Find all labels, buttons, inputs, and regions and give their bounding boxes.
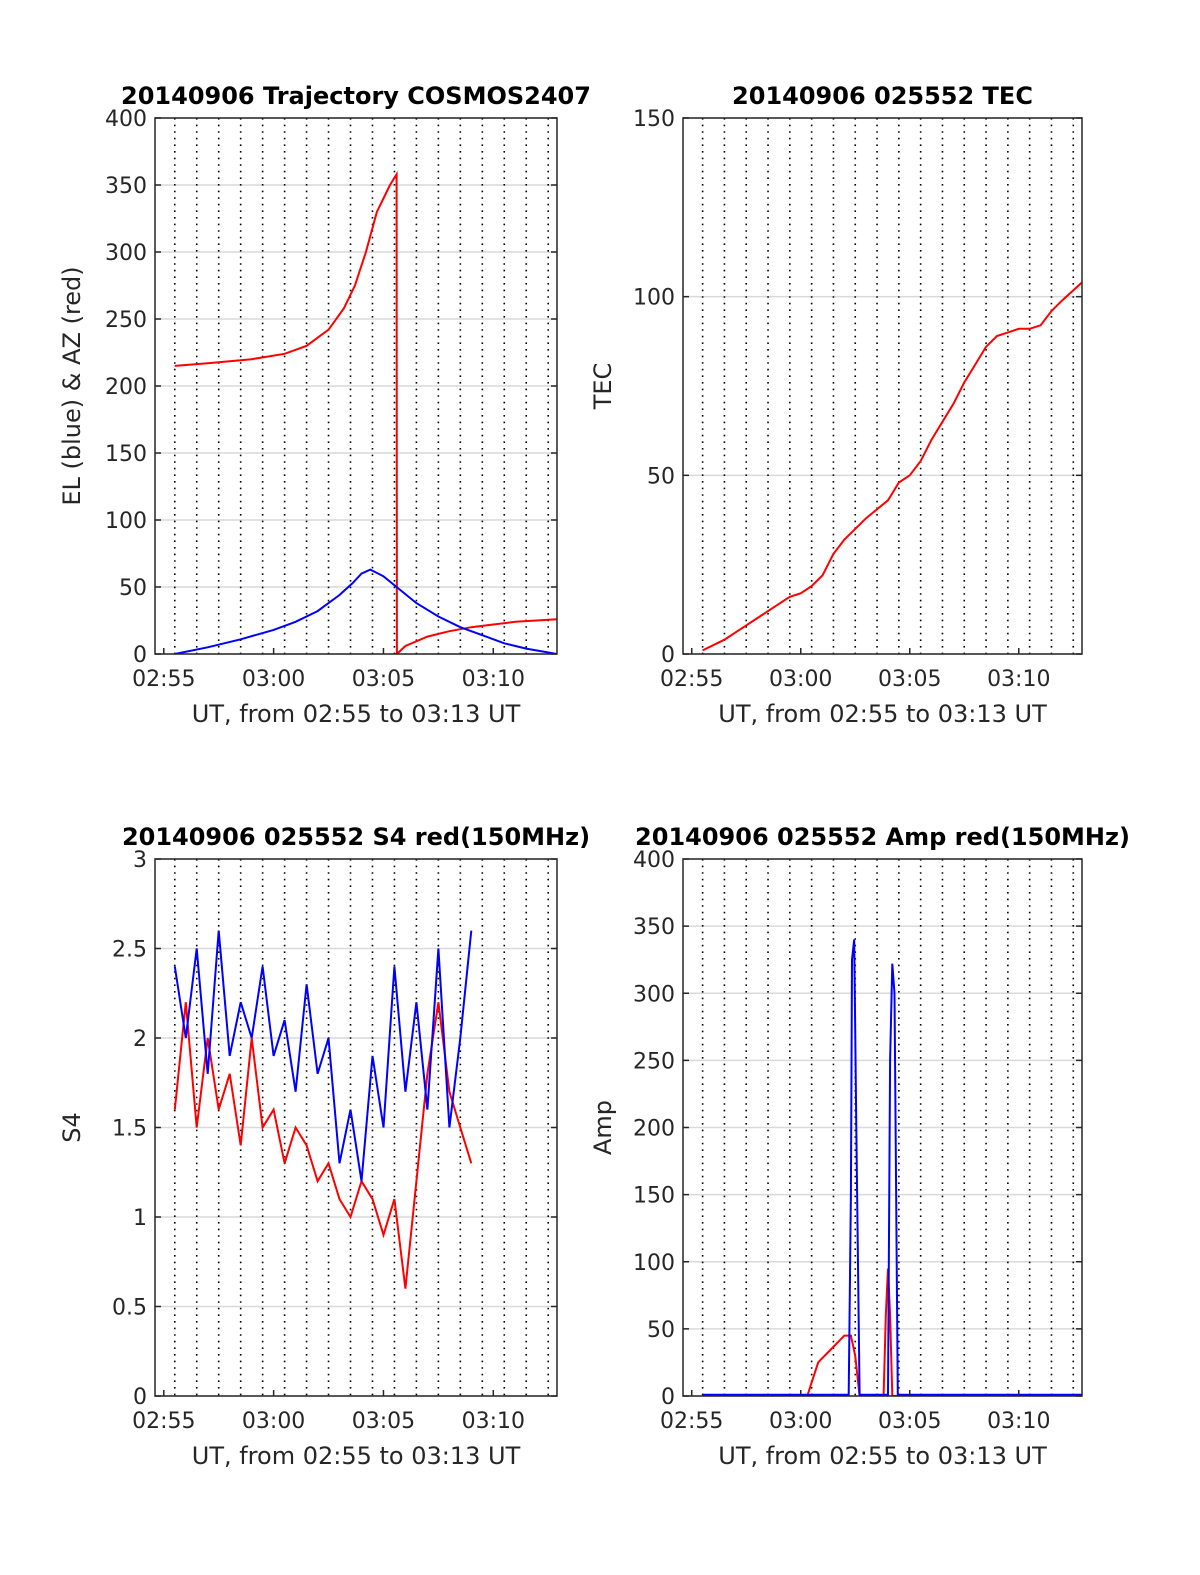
series-line-red	[702, 281, 1082, 652]
y-axis-label: EL (blue) & AZ (red)	[58, 266, 86, 505]
chart-panel-3: 0 0.5 1 1.5 2 2.5 3 02:55 03:00 03:05 03:10 2014090…	[58, 823, 590, 1470]
x-tick-label: 03:05	[352, 1409, 415, 1434]
chart-title: 20140906 Trajectory COSMOS2407	[121, 82, 591, 110]
series-line-red	[173, 1002, 473, 1289]
y-tick-label: 1.5	[112, 1117, 147, 1142]
x-tick-label: 03:10	[987, 667, 1050, 692]
y-tick-label: 150	[633, 107, 675, 132]
x-tick-label: 03:00	[242, 667, 305, 692]
series-line-blue	[702, 939, 1082, 1396]
y-tick-label: 300	[105, 241, 147, 266]
axes-box	[682, 117, 1083, 655]
x-tick-label: 03:00	[242, 1409, 305, 1434]
series-line-blue	[174, 568, 557, 654]
y-tick-label: 0	[133, 1385, 147, 1410]
y-tick-label: 50	[119, 576, 147, 601]
y-tick-label: 50	[647, 464, 675, 489]
y-tick-label: 350	[105, 174, 147, 199]
x-tick-label: 02:55	[660, 667, 723, 692]
y-axis-label: TEC	[589, 363, 617, 411]
x-axis-label: UT, from 02:55 to 03:13 UT	[718, 1442, 1047, 1470]
y-tick-label: 150	[105, 442, 147, 467]
y-tick-label: 1	[133, 1206, 147, 1231]
y-tick-label: 350	[633, 915, 675, 940]
y-tick-label: 400	[633, 848, 675, 873]
y-tick-label: 100	[105, 509, 147, 534]
y-tick-label: 3	[133, 848, 147, 873]
y-tick-label: 300	[633, 982, 675, 1007]
y-tick-label: 400	[105, 107, 147, 132]
y-tick-label: 2	[133, 1027, 147, 1052]
x-axis-label: UT, from 02:55 to 03:13 UT	[192, 1442, 521, 1470]
x-tick-label: 03:05	[878, 667, 941, 692]
x-axis-label: UT, from 02:55 to 03:13 UT	[718, 700, 1047, 728]
x-axis-label: UT, from 02:55 to 03:13 UT	[192, 700, 521, 728]
chart-panel-1: 0 50 100 150 200 250 300 350 400 02:55 03:00 03:05 0…	[58, 82, 591, 728]
y-tick-label: 0	[133, 643, 147, 668]
x-tick-label: 03:00	[769, 667, 832, 692]
y-tick-label: 0	[661, 1385, 675, 1410]
y-tick-label: 2.5	[112, 938, 147, 963]
chart-title: 20140906 025552 Amp red(150MHz)	[635, 823, 1130, 851]
y-tick-label: 200	[105, 375, 147, 400]
y-tick-label: 100	[633, 286, 675, 311]
chart-panel-4: 0 50 100 150 200 250 300 350 400 02:55 03:00 03:05 0…	[589, 823, 1130, 1470]
y-tick-label: 0.5	[112, 1296, 147, 1321]
y-tick-label: 250	[633, 1049, 675, 1074]
chart-panel-2: 0 50 100 150 02:55 03:00 03:05 03:10 20140906 02…	[589, 82, 1083, 728]
x-tick-label: 03:10	[987, 1409, 1050, 1434]
x-tick-label: 03:00	[769, 1409, 832, 1434]
x-tick-label: 03:05	[878, 1409, 941, 1434]
y-tick-label: 200	[633, 1117, 675, 1142]
x-tick-label: 02:55	[132, 1409, 195, 1434]
x-tick-label: 03:10	[462, 667, 525, 692]
y-tick-label: 100	[633, 1251, 675, 1276]
x-tick-label: 02:55	[132, 667, 195, 692]
y-tick-label: 50	[647, 1318, 675, 1343]
y-tick-label: 150	[633, 1184, 675, 1209]
x-tick-label: 03:05	[352, 667, 415, 692]
y-tick-label: 0	[661, 643, 675, 668]
series-line-blue	[173, 930, 473, 1182]
series-line-red	[702, 1268, 1082, 1396]
y-axis-label: Amp	[589, 1100, 617, 1155]
x-tick-label: 03:10	[462, 1409, 525, 1434]
chart-title: 20140906 025552 TEC	[732, 82, 1033, 110]
x-tick-label: 02:55	[660, 1409, 723, 1434]
y-tick-label: 250	[105, 308, 147, 333]
y-axis-label: S4	[58, 1112, 86, 1143]
series-line-red	[174, 170, 557, 654]
chart-title: 20140906 025552 S4 red(150MHz)	[122, 823, 590, 851]
